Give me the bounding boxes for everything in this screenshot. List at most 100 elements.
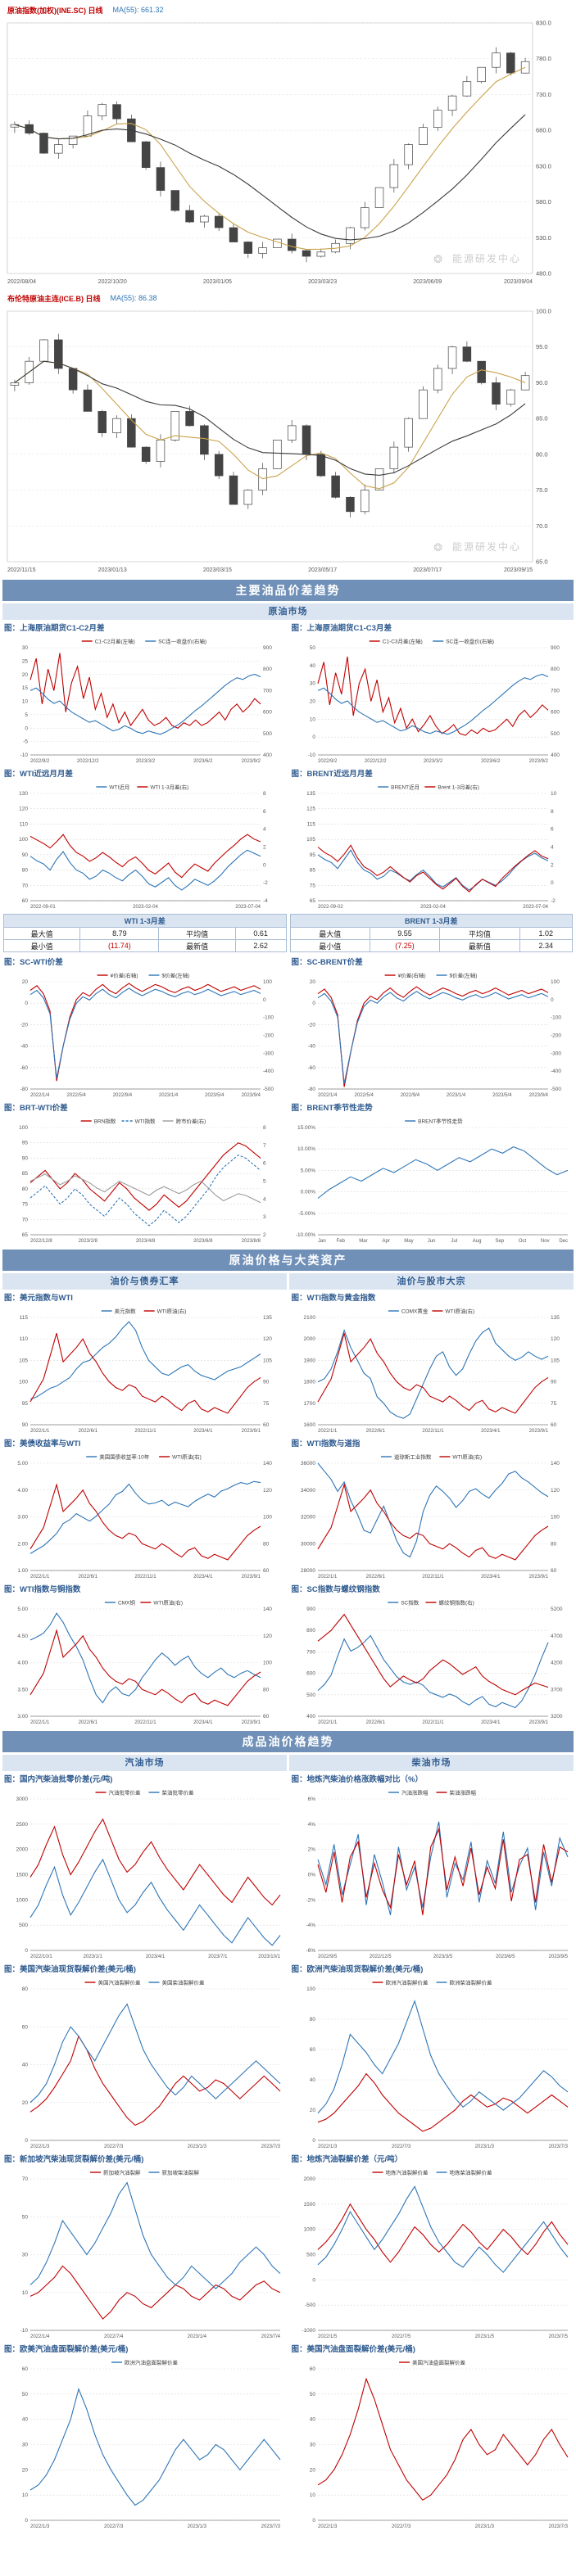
svg-text:¥价差(右轴): ¥价差(右轴) bbox=[397, 972, 425, 979]
svg-text:2023/7/5: 2023/7/5 bbox=[548, 2334, 568, 2339]
svg-text:-40: -40 bbox=[307, 1044, 315, 1050]
svg-text:2023/1/1: 2023/1/1 bbox=[84, 1955, 103, 1959]
svg-text:680.0: 680.0 bbox=[536, 127, 551, 134]
svg-text:120: 120 bbox=[263, 1634, 272, 1639]
svg-text:900: 900 bbox=[263, 645, 272, 651]
sh-c1c3-canvas: -10 0 10 20 30 40 50 400 500 600 700 800 900 2022/9/2… bbox=[307, 638, 560, 765]
svg-text:3200: 3200 bbox=[551, 1714, 563, 1720]
svg-text:80.0: 80.0 bbox=[536, 450, 548, 458]
svg-text:90: 90 bbox=[551, 1380, 557, 1385]
svg-text:2022/1/3: 2022/1/3 bbox=[318, 2144, 338, 2149]
section-banner-spread-trends: 主要油品价差趋势 bbox=[2, 580, 574, 601]
svg-text:10: 10 bbox=[309, 716, 315, 722]
svg-text:4: 4 bbox=[263, 1196, 266, 1202]
svg-text:2023-07-04: 2023-07-04 bbox=[523, 905, 548, 910]
svg-text:2022/11/1: 2022/11/1 bbox=[134, 1429, 156, 1434]
svg-text:2022/5/4: 2022/5/4 bbox=[67, 1093, 87, 1098]
svg-text:-100: -100 bbox=[551, 1015, 561, 1021]
svg-text:5200: 5200 bbox=[551, 1607, 563, 1612]
svg-text:780.0: 780.0 bbox=[536, 55, 551, 62]
svg-text:2023/3/5: 2023/3/5 bbox=[433, 1955, 452, 1959]
stat-label: 最新值 bbox=[439, 939, 520, 952]
kline-instrument-title: 布伦特原油主连(ICE.B) 日线 bbox=[7, 294, 101, 303]
svg-text:能源研发中心: 能源研发中心 bbox=[452, 540, 521, 553]
chart-title: 图：国内汽柴油批零价差(元/吨) bbox=[4, 1775, 113, 1784]
chart-plot: 1600 1700 1800 1900 2000 2100 60 75 90 105 120 135 2… bbox=[290, 1305, 574, 1435]
chart-brt-wti-spread: 图：BRT-WTI价差 65 70 75 80 85 90 95 100 2 3 4 5 6 7 8 2022/… bbox=[2, 1102, 287, 1245]
svg-text:0: 0 bbox=[312, 2518, 315, 2524]
svg-text:2022/1/5: 2022/1/5 bbox=[318, 2334, 338, 2339]
svg-text:Dec: Dec bbox=[559, 1239, 568, 1244]
kline-chart-brent: 布伦特原油主连(ICE.B) 日线 MA(55): 86.38 65.0 70.0 75… bbox=[2, 291, 574, 575]
svg-text:Jul: Jul bbox=[451, 1239, 457, 1244]
svg-text:2023/9/4: 2023/9/4 bbox=[242, 1093, 261, 1098]
svg-text:60: 60 bbox=[263, 1714, 270, 1720]
chart-plot: -10.00% -5.00% 0.00% 5.00% 10.00% 15.00% Jan Fe… bbox=[290, 1115, 574, 1245]
svg-text:2023/3/2: 2023/3/2 bbox=[136, 759, 156, 764]
svg-text:2022/6/1: 2022/6/1 bbox=[365, 1429, 385, 1434]
svg-text:-60: -60 bbox=[20, 1065, 29, 1071]
svg-text:95.0: 95.0 bbox=[536, 343, 548, 350]
chart-title: 图：WTI近远月月差 bbox=[4, 770, 73, 779]
svg-text:20: 20 bbox=[22, 2467, 29, 2473]
svg-text:2023/1/3: 2023/1/3 bbox=[188, 2144, 207, 2149]
svg-text:60: 60 bbox=[263, 1568, 270, 1574]
svg-text:75.0: 75.0 bbox=[536, 486, 548, 494]
svg-text:2023/7/3: 2023/7/3 bbox=[548, 2144, 568, 2149]
svg-text:2022/1/3: 2022/1/3 bbox=[30, 2144, 50, 2149]
svg-text:15: 15 bbox=[22, 685, 29, 691]
svg-text:1600: 1600 bbox=[303, 1422, 315, 1428]
energy-rnd-center-watermark: 能源研发中心 ❂ bbox=[433, 540, 521, 554]
chart-title: 图：美元指数与WTI bbox=[4, 1294, 73, 1303]
svg-text:100: 100 bbox=[19, 1125, 28, 1131]
svg-text:Apr: Apr bbox=[382, 1239, 389, 1244]
svg-text:-10: -10 bbox=[307, 752, 315, 758]
svg-text:2023/1/3: 2023/1/3 bbox=[474, 2524, 494, 2529]
svg-text:柴油批零价差: 柴油批零价差 bbox=[162, 1789, 195, 1796]
chart-plot: 0 20 40 60 80 2022/1/3 2022/7/3 2023/1/3 2023/7/… bbox=[2, 1977, 287, 2150]
svg-text:-400: -400 bbox=[551, 1069, 561, 1074]
chart-row-8: 图：国内汽柴油批零价差(元/吨) 0 500 1000 1500 2000 2500 3000… bbox=[2, 1774, 574, 1960]
svg-text:WTI原油(右): WTI原油(右) bbox=[157, 1308, 187, 1315]
svg-text:Brent 1-3月差(右): Brent 1-3月差(右) bbox=[438, 784, 479, 791]
svg-text:110: 110 bbox=[20, 1336, 29, 1342]
svg-text:2022/9/5: 2022/9/5 bbox=[318, 1955, 338, 1959]
svg-text:2022/12/5: 2022/12/5 bbox=[369, 1955, 391, 1959]
svg-text:2022/6/1: 2022/6/1 bbox=[79, 1429, 98, 1434]
svg-text:85: 85 bbox=[309, 868, 315, 874]
svg-text:-10: -10 bbox=[20, 2328, 29, 2334]
svg-text:C1-C3月差(左轴): C1-C3月差(左轴) bbox=[382, 638, 422, 645]
svg-text:60: 60 bbox=[22, 2024, 29, 2030]
svg-text:140: 140 bbox=[551, 1461, 560, 1467]
stat-label: 最小值 bbox=[2, 939, 81, 952]
chart-title: 图：BRENT近远月月差 bbox=[291, 770, 373, 779]
svg-text:10: 10 bbox=[22, 2492, 29, 2498]
svg-text:2023/7/4: 2023/7/4 bbox=[261, 2334, 281, 2339]
svg-text:2023-02-04: 2023-02-04 bbox=[420, 905, 446, 910]
svg-text:2022/1/1: 2022/1/1 bbox=[318, 1720, 338, 1725]
svg-text:75: 75 bbox=[551, 1401, 557, 1407]
svg-text:70: 70 bbox=[22, 1217, 29, 1222]
svg-text:2022/7/4: 2022/7/4 bbox=[104, 2334, 124, 2339]
svg-text:-500: -500 bbox=[304, 2303, 315, 2308]
svg-text:2023/7/3: 2023/7/3 bbox=[548, 2524, 568, 2529]
svg-text:60: 60 bbox=[551, 1422, 557, 1428]
svg-text:500: 500 bbox=[306, 2253, 315, 2258]
svg-text:地炼柴油裂解价差: 地炼柴油裂解价差 bbox=[449, 2169, 492, 2176]
svg-text:$价差(左轴): $价差(左轴) bbox=[162, 972, 190, 979]
svg-text:2023/1/5: 2023/1/5 bbox=[474, 2334, 494, 2339]
svg-text:2023/2/8: 2023/2/8 bbox=[79, 1239, 98, 1244]
svg-text:美国汽油裂解价差: 美国汽油裂解价差 bbox=[98, 1979, 142, 1986]
svg-text:2022-09-01: 2022-09-01 bbox=[30, 905, 56, 910]
svg-text:115: 115 bbox=[20, 1315, 29, 1321]
svg-text:2023-07-04: 2023-07-04 bbox=[235, 905, 261, 910]
svg-text:SC连一收盘价(右轴): SC连一收盘价(右轴) bbox=[446, 638, 494, 645]
svg-text:2023/03/15: 2023/03/15 bbox=[203, 567, 232, 573]
svg-text:3: 3 bbox=[263, 1214, 266, 1220]
kline-header: 原油指数(加权)(INE.SC) 日线 MA(55): 661.32 bbox=[2, 3, 574, 16]
svg-text:90: 90 bbox=[22, 1422, 29, 1428]
svg-text:80: 80 bbox=[263, 1687, 270, 1692]
svg-text:2023/6/2: 2023/6/2 bbox=[481, 759, 501, 764]
svg-text:2022/08/04: 2022/08/04 bbox=[7, 279, 36, 285]
svg-text:2023/9/1: 2023/9/1 bbox=[242, 1429, 261, 1434]
